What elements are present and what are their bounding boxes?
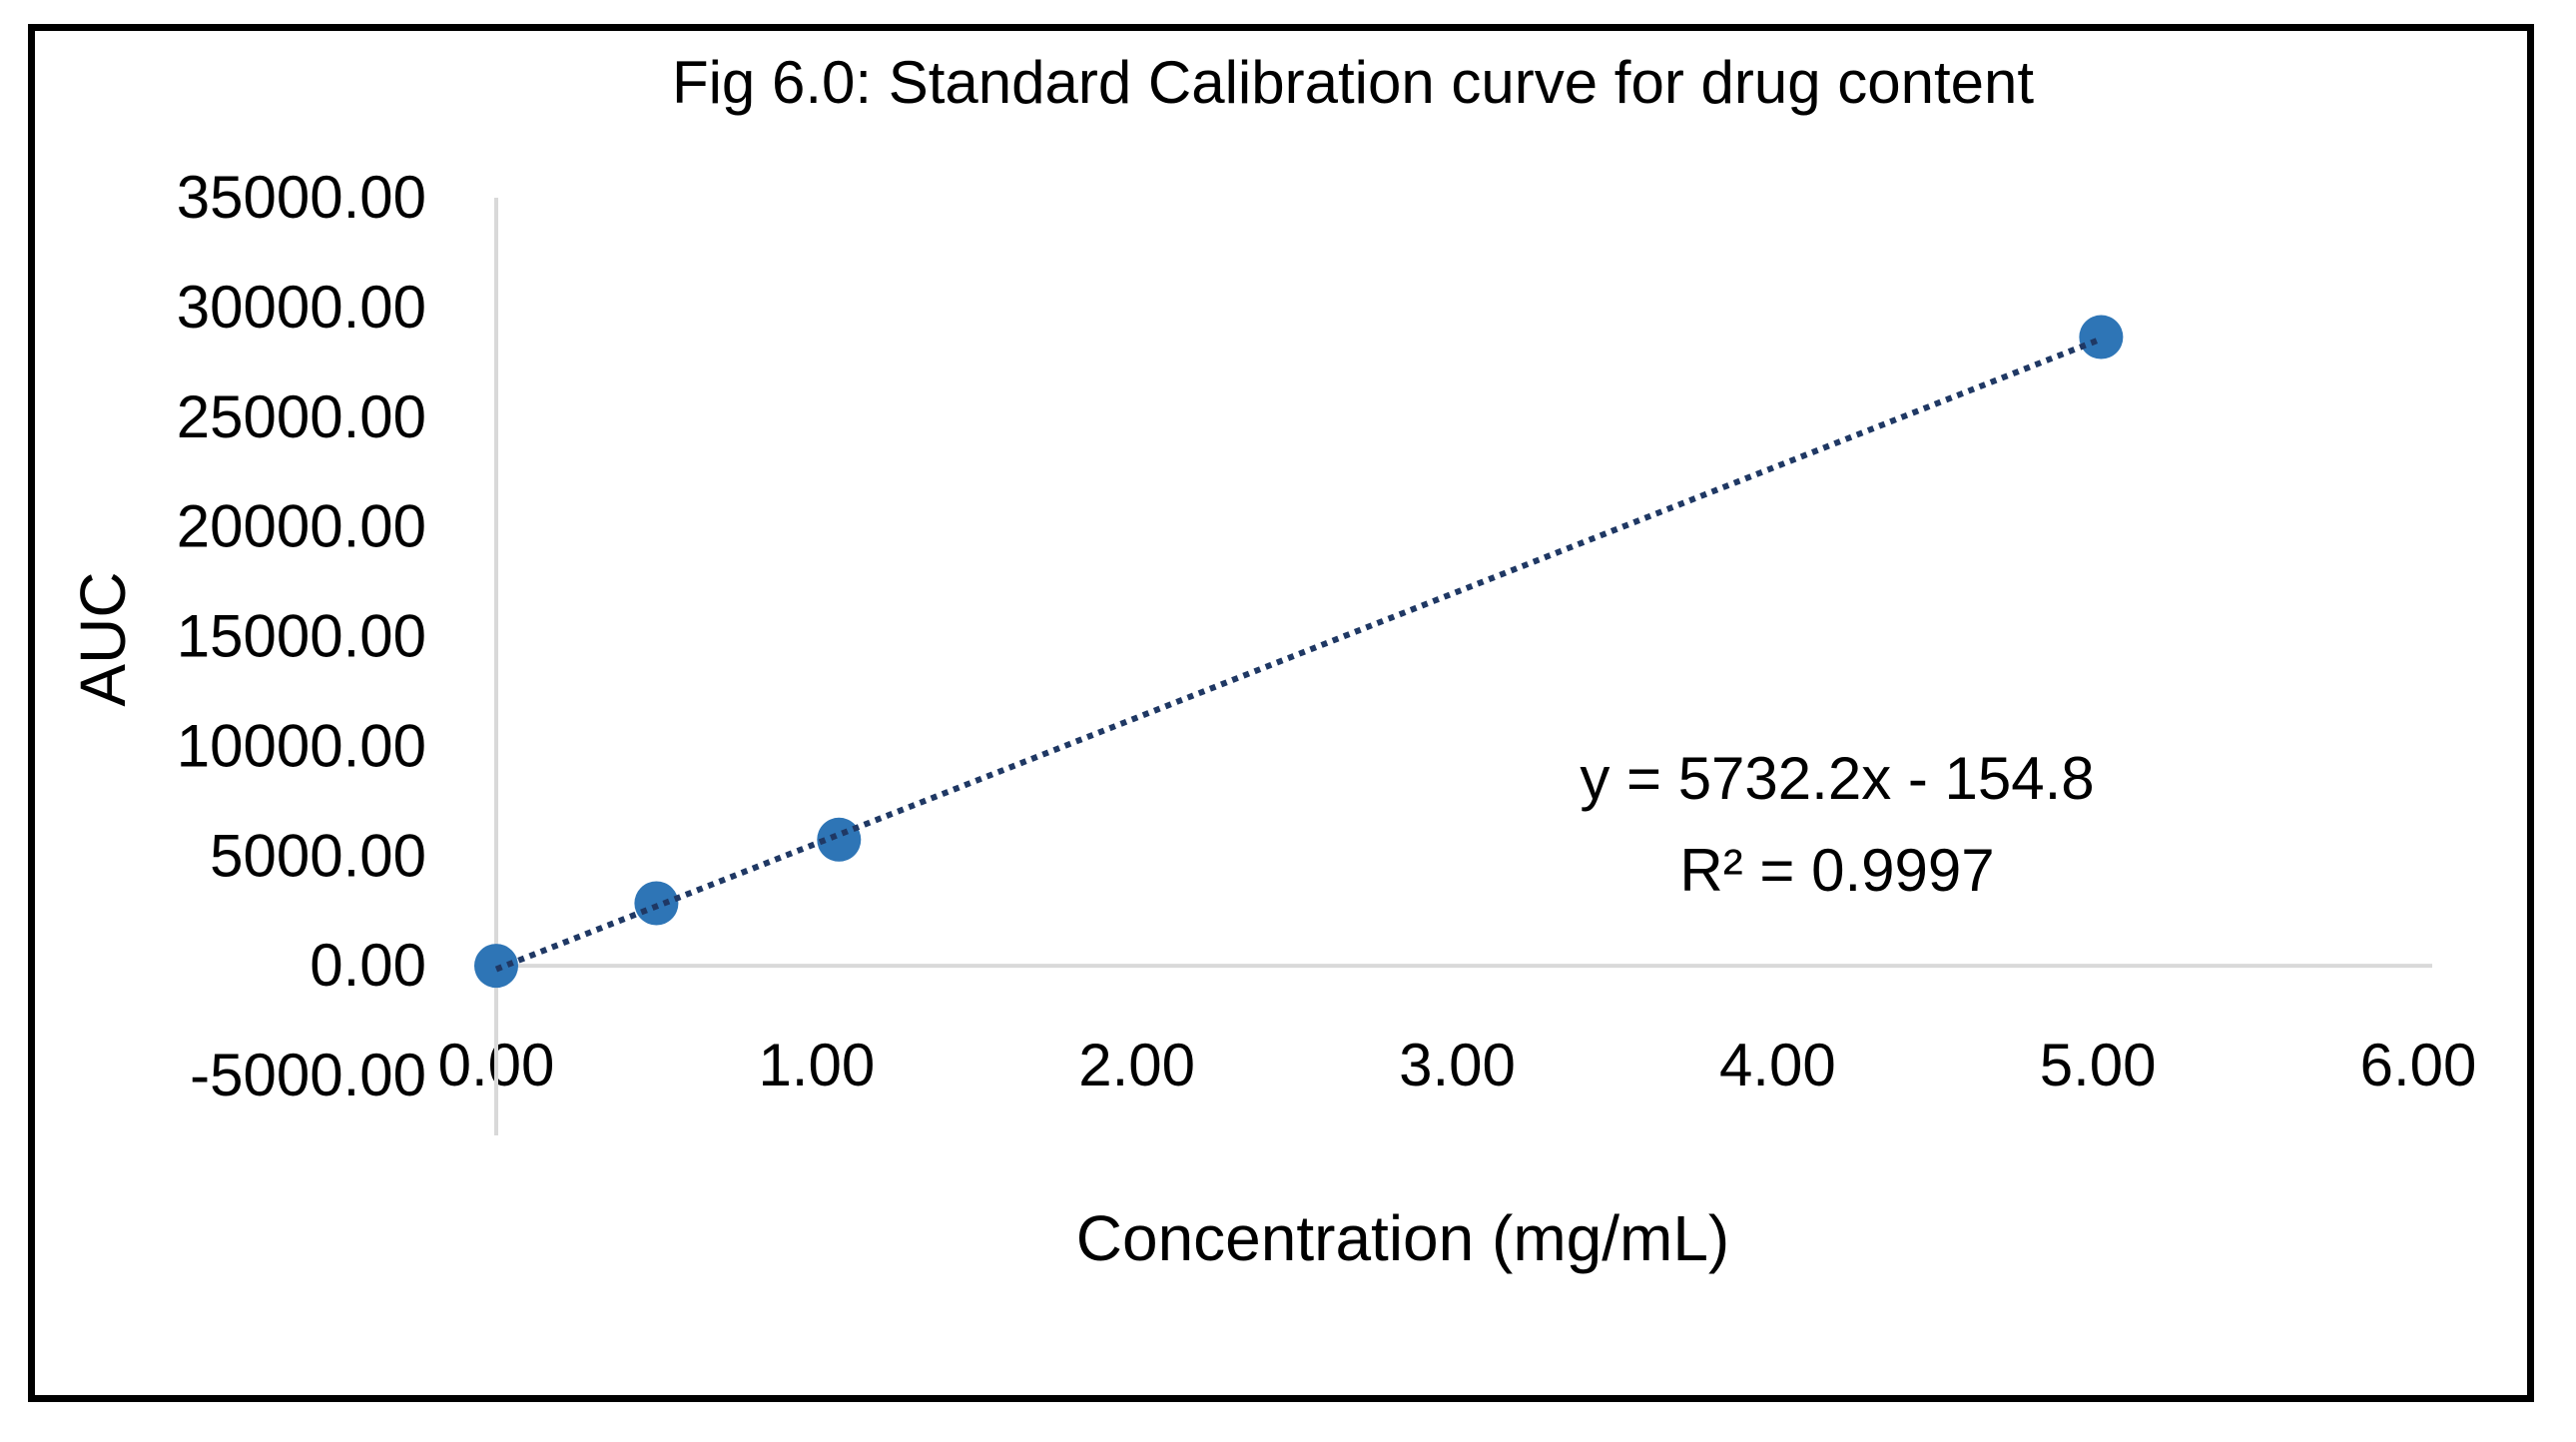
x-tick-label: 1.00 [758,1032,875,1098]
y-tick-label: 0.00 [310,932,426,999]
y-tick-label: -5000.00 [190,1042,426,1108]
chart-title: Fig 6.0: Standard Calibration curve for … [672,49,2034,116]
y-tick-label: 10000.00 [177,712,426,779]
axes [494,198,2432,1135]
trendline-r-squared: R² = 0.9997 [1679,837,1994,904]
x-tick-label: 3.00 [1399,1032,1516,1098]
y-axis-title-group: AUC [67,571,139,706]
x-axis-title: Concentration (mg/mL) [1076,1202,1729,1274]
y-tick-label: 15000.00 [177,603,426,670]
x-tick-label: 6.00 [2360,1032,2477,1098]
data-point [2079,315,2124,360]
y-tick-label: 35000.00 [177,164,426,231]
y-tick-label: 5000.00 [210,822,426,889]
y-tick-label: 25000.00 [177,383,426,450]
y-tick-label: 20000.00 [177,493,426,560]
data-point [474,944,518,989]
y-tick-labels: 35000.00 30000.00 25000.00 20000.00 15000.00… [177,164,426,1108]
data-point [817,817,862,862]
chart-frame [28,24,2534,1402]
x-tick-label: 4.00 [1719,1032,1836,1098]
y-axis-title: AUC [67,571,139,706]
x-tick-labels: 0.00 1.00 2.00 3.00 4.00 5.00 6.00 [438,1032,2477,1098]
x-tick-label: 2.00 [1078,1032,1195,1098]
x-tick-label: 5.00 [2040,1032,2157,1098]
y-tick-label: 30000.00 [177,274,426,341]
trendline-equation: y = 5732.2x - 154.8 [1580,745,2094,812]
